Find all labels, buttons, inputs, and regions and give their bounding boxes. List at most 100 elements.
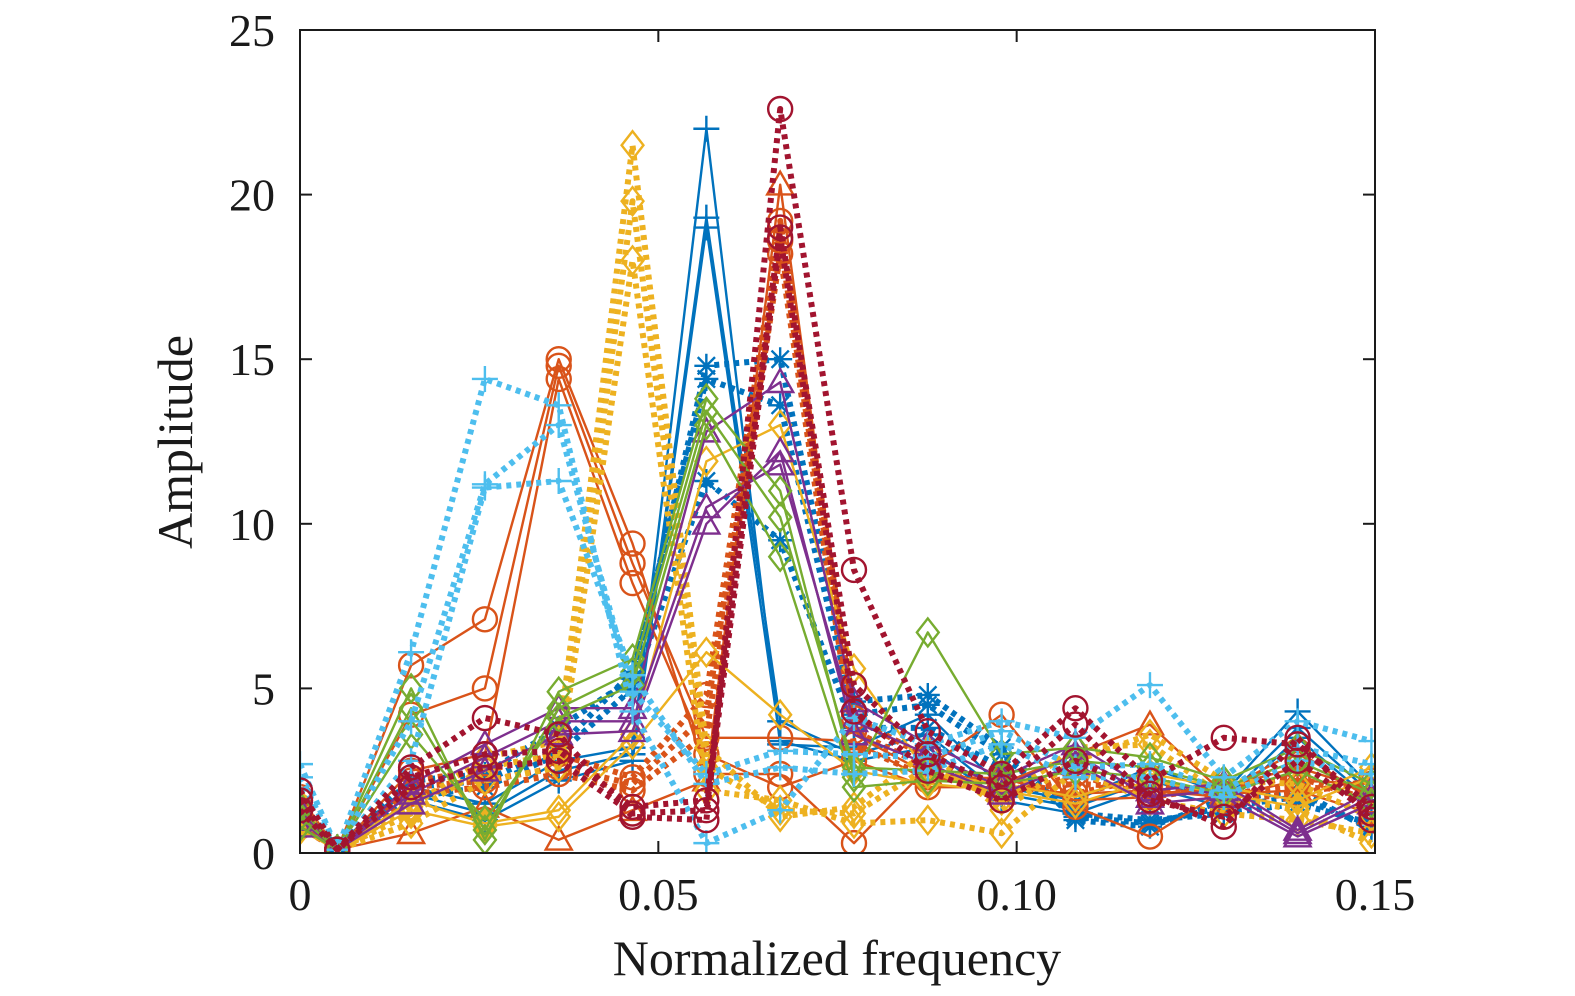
- data-point-diamond: [1062, 781, 1088, 813]
- data-point-circle: [914, 757, 941, 784]
- data-point-diamond: [398, 807, 424, 840]
- data-point-triangle: [300, 811, 316, 838]
- data-point-circle: [300, 777, 314, 804]
- data-point-plus: [300, 751, 313, 778]
- data-point-diamond: [472, 804, 498, 837]
- data-point-triangle: [543, 719, 574, 746]
- y-tick-label: 25: [229, 5, 275, 56]
- data-point-diamond: [620, 244, 645, 277]
- series-line: [300, 423, 1372, 851]
- data-point-circle: [1136, 787, 1164, 814]
- data-point-circle: [545, 352, 572, 379]
- data-point-circle: [1284, 731, 1311, 758]
- data-point-plus: [767, 754, 794, 781]
- data-point-triangle: [691, 491, 722, 519]
- data-point-diamond: [1285, 754, 1311, 787]
- data-point-triangle: [765, 435, 796, 463]
- data-point-circle: [545, 721, 572, 748]
- data-point-triangle: [986, 778, 1017, 805]
- data-point-plus: [1136, 672, 1163, 699]
- y-axis: 0 5 10 15 20 25: [229, 5, 1375, 879]
- y-tick-label: 0: [252, 828, 275, 879]
- data-point-circle: [545, 346, 572, 373]
- data-point-asterisk: [915, 692, 940, 717]
- series-line: [300, 106, 1374, 853]
- data-point-diamond: [620, 728, 645, 761]
- plot-frame: [299, 29, 1376, 854]
- data-point-circle: [619, 800, 646, 827]
- data-point-circle: [619, 569, 646, 597]
- series-line: [300, 224, 1374, 853]
- data-point-diamond: [989, 817, 1015, 850]
- data-point-circle: [619, 530, 646, 557]
- data-point-plus: [1062, 764, 1089, 791]
- data-point-circle: [988, 787, 1015, 814]
- data-point-circle: [1136, 823, 1164, 850]
- data-point-circle: [619, 550, 646, 577]
- data-point-circle: [1062, 694, 1089, 722]
- data-point-plus: [988, 731, 1015, 758]
- data-point-diamond: [767, 501, 793, 534]
- data-point-circle: [840, 556, 868, 584]
- x-axis-title: Normalized frequency: [613, 930, 1061, 986]
- data-point-circle: [471, 773, 499, 801]
- series-line: [300, 376, 1373, 850]
- x-tick-label: 0: [289, 869, 312, 920]
- series-line: [300, 234, 1374, 853]
- data-point-asterisk: [694, 353, 719, 378]
- data-point-diamond: [1285, 744, 1311, 777]
- data-point-plus: [398, 639, 425, 666]
- series-30: [300, 224, 1375, 853]
- data-point-circle: [840, 829, 868, 853]
- data-point-plus: [840, 760, 867, 787]
- data-point-triangle: [617, 715, 648, 743]
- data-point-circle: [471, 606, 499, 633]
- data-point-triangle: [396, 817, 427, 845]
- data-point-asterisk: [768, 393, 793, 418]
- data-point-triangle: [396, 788, 427, 815]
- data-point-triangle: [765, 366, 796, 394]
- data-point-diamond: [841, 797, 867, 830]
- data-point-diamond: [767, 698, 793, 731]
- series-layer: [300, 95, 1375, 853]
- series-line: [300, 356, 1373, 850]
- data-point-circle: [1062, 747, 1089, 775]
- data-point-diamond: [841, 771, 867, 804]
- data-point-triangle: [543, 824, 574, 851]
- data-point-circle: [1210, 813, 1237, 840]
- data-point-circle: [545, 747, 572, 775]
- series-line: [300, 478, 1372, 853]
- data-point-plus: [545, 468, 572, 495]
- y-axis-title: Amplitude: [147, 335, 203, 549]
- data-point-plus: [471, 474, 498, 501]
- data-point-diamond: [1358, 767, 1375, 800]
- data-point-circle: [1062, 711, 1089, 738]
- data-point-circle: [1284, 724, 1311, 751]
- data-point-plus: [398, 708, 425, 735]
- series-line: [300, 358, 1373, 851]
- data-point-circle: [766, 224, 794, 251]
- data-point-circle: [300, 797, 314, 824]
- data-point-triangle: [765, 449, 796, 476]
- data-point-circle: [471, 704, 499, 732]
- series-line: [300, 450, 1372, 851]
- data-point-diamond: [1062, 787, 1088, 820]
- series-line: [300, 410, 1372, 851]
- data-point-asterisk: [1285, 791, 1310, 816]
- data-point-circle: [766, 95, 794, 123]
- data-point-plus: [693, 830, 720, 853]
- data-point-plus: [1358, 728, 1375, 755]
- data-point-plus: [619, 662, 646, 689]
- series-line: [300, 198, 1373, 853]
- series-line: [300, 257, 1372, 853]
- data-point-diamond: [693, 636, 719, 669]
- data-point-diamond: [1137, 718, 1163, 751]
- data-point-diamond: [546, 794, 572, 827]
- data-point-circle: [1358, 800, 1375, 827]
- data-point-diamond: [989, 767, 1015, 800]
- data-point-circle: [693, 806, 720, 834]
- data-point-plus: [1284, 747, 1311, 774]
- data-point-diamond: [1285, 784, 1311, 817]
